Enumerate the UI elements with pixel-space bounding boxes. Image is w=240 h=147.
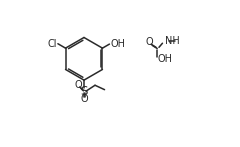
Text: O: O [81, 94, 88, 104]
Text: NH: NH [165, 36, 179, 46]
Text: OH: OH [110, 39, 125, 49]
Text: O: O [145, 37, 153, 47]
Text: S: S [80, 85, 88, 98]
Text: Cl: Cl [48, 39, 57, 49]
Text: OH: OH [158, 54, 173, 64]
Text: O: O [74, 80, 82, 90]
